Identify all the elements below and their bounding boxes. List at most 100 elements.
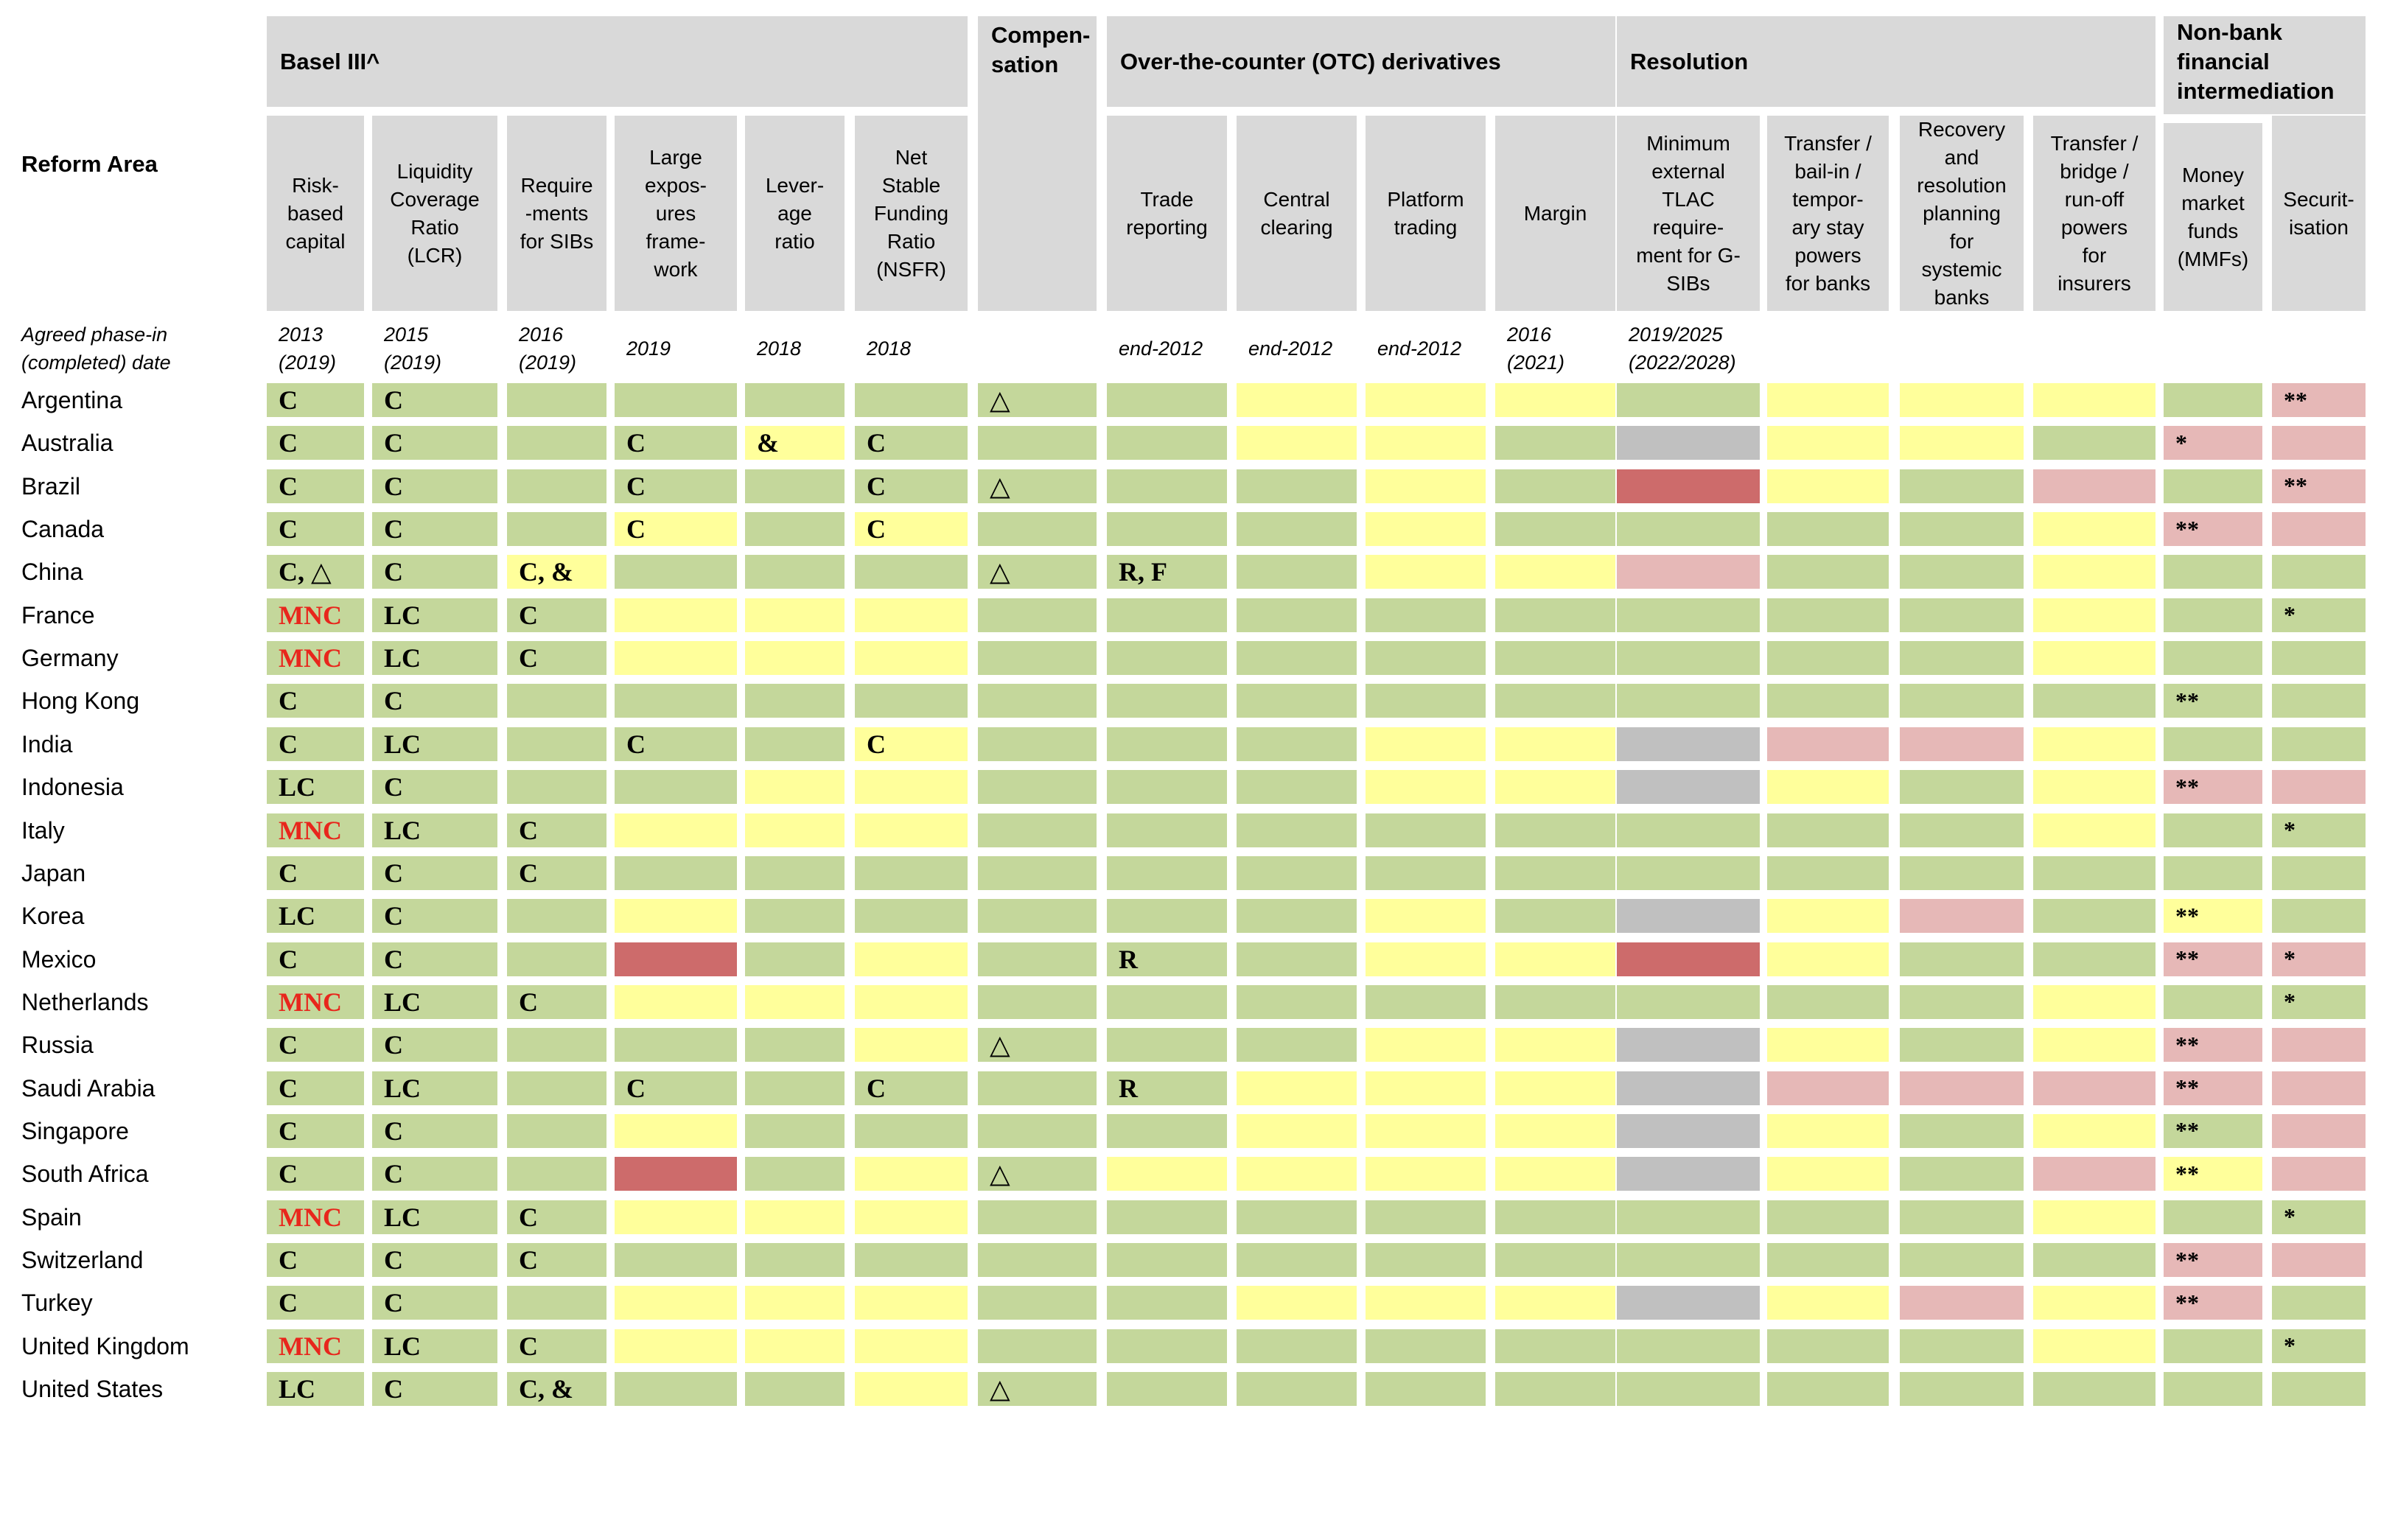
column-header: Central clearing [1237,116,1357,311]
status-cell [2272,1286,2366,1320]
status-cell: C [372,1028,497,1063]
status-cell: C [372,942,497,976]
status-cell [1767,770,1889,805]
status-cell: C [372,1372,497,1407]
status-cell [1900,641,2024,676]
status-cell [615,555,737,589]
status-cell [855,1113,968,1148]
status-mark: * [2284,1332,2296,1359]
status-cell [745,899,845,934]
status-cell [1900,598,2024,632]
status-cell [507,469,606,503]
status-cell [1617,1113,1760,1148]
status-cell [507,727,606,761]
country-label: Argentina [21,387,122,413]
status-cell [978,1071,1097,1105]
status-cell [1617,1372,1760,1407]
country-label: Italy [21,816,65,844]
status-cell [1495,641,1615,676]
status-cell [2272,641,2366,676]
status-cell [1107,426,1227,461]
status-cell: C [615,1071,737,1105]
status-cell [978,770,1097,805]
status-cell: C [507,855,606,890]
status-cell [1617,598,1760,632]
status-cell [1366,1372,1486,1407]
phase-in-date: 2016 (2019) [519,323,577,374]
status-mark: MNC [279,1202,342,1232]
status-cell [615,1028,737,1063]
status-cell: & [745,426,845,461]
status-cell [2164,598,2262,632]
status-cell [855,1286,968,1320]
column-header: Require -ments for SIBs [507,116,606,311]
column-header: Transfer / bridge / run-off powers for i… [2033,116,2156,311]
status-cell [1617,813,1760,847]
status-cell [2164,641,2262,676]
status-cell [1767,1028,1889,1063]
status-mark: ** [2175,1031,2199,1058]
status-cell: ** [2164,684,2262,718]
status-cell [507,942,606,976]
status-cell [1237,1243,1357,1277]
status-cell [1366,1028,1486,1063]
status-cell [1495,512,1615,547]
status-cell [1617,1028,1760,1063]
status-cell [1366,555,1486,589]
status-cell [2272,684,2366,718]
status-cell [745,1028,845,1063]
country-label: Mexico [21,945,97,973]
status-cell [507,770,606,805]
status-cell [1107,383,1227,417]
country-label: South Africa [21,1161,149,1188]
status-mark: C [279,1245,298,1275]
status-cell [1107,1157,1227,1191]
status-cell [1495,942,1615,976]
status-cell [1366,512,1486,547]
status-cell [1767,512,1889,547]
status-cell [1366,641,1486,676]
status-cell [1767,1200,1889,1234]
status-cell: LC [267,770,364,805]
status-cell [1767,1157,1889,1191]
status-mark: R [1119,1073,1138,1103]
status-mark: C [626,514,646,545]
status-cell [2164,383,2262,417]
status-cell: ** [2164,1243,2262,1277]
status-cell [1366,1200,1486,1234]
status-cell [1366,813,1486,847]
status-cell [1495,684,1615,718]
status-cell [615,684,737,718]
column-header-label: Transfer / bail-in / tempor- ary stay po… [1784,131,1872,295]
status-cell [1495,598,1615,632]
status-cell [1366,383,1486,417]
status-cell [855,899,968,934]
country-label: Russia [21,1032,94,1059]
status-cell [1767,426,1889,461]
country-label: Singapore [21,1117,129,1144]
status-cell [1237,469,1357,503]
status-mark: R, F [1119,557,1167,587]
column-header-label: Money market funds (MMFs) [2177,163,2249,270]
status-cell [2033,469,2156,503]
status-cell [1366,1071,1486,1105]
status-cell: LC [372,984,497,1019]
status-cell: C [615,727,737,761]
status-cell [1237,770,1357,805]
status-cell [1900,813,2024,847]
status-cell [745,555,845,589]
status-cell [1900,1286,2024,1320]
status-cell [855,641,968,676]
status-cell [1495,1329,1615,1363]
status-cell: C [855,727,968,761]
status-mark: * [2284,816,2296,843]
status-cell: C [267,512,364,547]
status-cell [1767,684,1889,718]
status-cell: C, △ [267,555,364,589]
status-mark: C [384,686,403,716]
status-cell [1767,984,1889,1019]
status-cell [1767,899,1889,934]
status-cell [745,855,845,890]
status-mark: C [384,428,403,458]
status-cell [2164,1329,2262,1363]
